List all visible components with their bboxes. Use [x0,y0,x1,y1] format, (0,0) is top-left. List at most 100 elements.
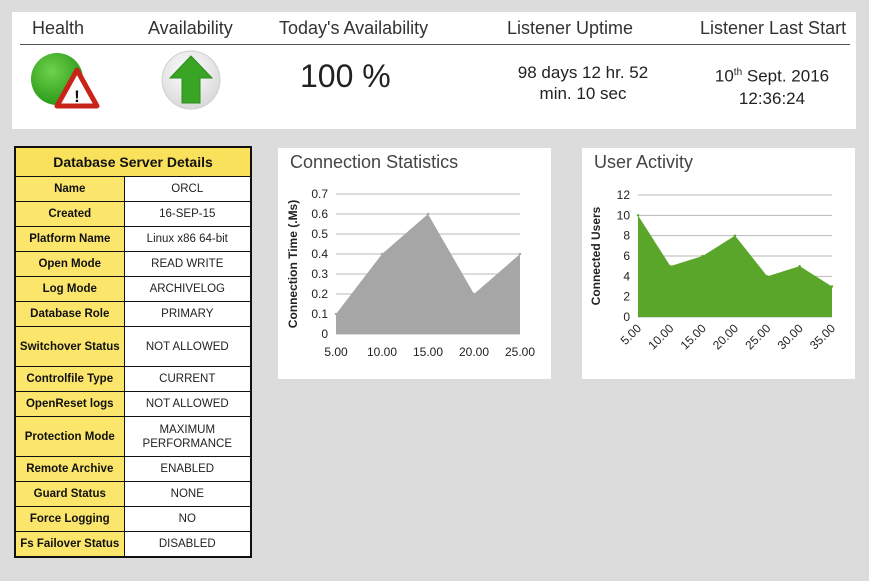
db-detail-key: Controlfile Type [14,366,125,392]
table-row: Guard Status NONE [14,481,252,507]
data-point [636,214,640,217]
data-point [669,264,672,268]
db-detail-key: Name [14,176,125,202]
db-detail-key: Protection Mode [14,416,125,457]
table-row: Created 16-SEP-15 [14,201,252,227]
db-detail-value: Linux x86 64-bit [123,226,252,252]
x-tick-label: 20.00 [710,321,741,352]
db-detail-value: MAXIMUM PERFORMANCE [123,416,252,457]
data-point [472,292,476,296]
table-row: Protection Mode MAXIMUM PERFORMANCE [14,416,252,457]
x-tick-label: 25.00 [742,321,773,352]
listener-last-start-label: Listener Last Start [700,18,847,38]
y-tick-label: 0 [321,327,328,341]
x-tick-label: 5.00 [324,345,348,359]
data-point [733,234,737,237]
y-tick-label: 12 [617,188,631,202]
x-tick-label: 30.00 [775,321,806,352]
x-tick-label: 10.00 [367,345,397,359]
user-activity-title: User Activity [594,152,694,172]
table-row: Remote Archive ENABLED [14,456,252,482]
db-detail-key: Remote Archive [14,456,125,482]
availability-up-arrow-icon [161,50,221,110]
x-tick-label: 25.00 [505,345,535,359]
y-tick-label: 0.7 [311,187,328,201]
y-tick-label: 10 [617,208,631,222]
table-row: Log Mode ARCHIVELOG [14,276,252,302]
listener-uptime-value: 98 days 12 hr. 52 min. 10 sec [488,62,678,104]
y-tick-label: 0.3 [311,267,328,281]
db-detail-value: ENABLED [123,456,252,482]
y-tick-label: 2 [623,290,630,304]
table-row: Database Role PRIMARY [14,301,252,327]
status-bar: Health Availability Today's Availability… [12,12,856,129]
db-detail-key: Fs Failover Status [14,531,125,557]
db-detail-value: NOT ALLOWED [123,391,252,417]
last-start-suffix: th [733,67,743,78]
user-activity-panel: User Activity 0 2 4 6 8 10 12 5.00 10.00 15.00 20.… [582,148,855,379]
svg-text:!: ! [74,87,80,106]
y-tick-label: 0.4 [311,247,328,261]
uptime-line-1: 98 days 12 hr. 52 [517,63,649,82]
db-detail-value: NO [123,506,252,532]
table-row: Platform Name Linux x86 64-bit [14,226,252,252]
db-detail-key: Created [14,201,125,227]
db-detail-key: Guard Status [14,481,125,507]
table-row: Controlfile Type CURRENT [14,366,252,392]
x-tick-label: 35.00 [807,321,838,352]
db-detail-key: Force Logging [14,506,125,532]
y-tick-label: 0.6 [311,207,328,221]
last-start-rest: Sept. 2016 [742,66,830,86]
data-point [830,285,834,288]
table-row: Open Mode READ WRITE [14,251,252,277]
db-detail-key: OpenReset logs [14,391,125,417]
data-point [334,312,338,316]
x-tick-label: 20.00 [459,345,489,359]
db-detail-value: ORCL [123,176,252,202]
x-tick-label: 15.00 [678,321,709,352]
connection-statistics-title: Connection Statistics [290,152,459,172]
db-detail-key: Log Mode [14,276,125,302]
data-point [380,252,384,256]
x-tick-label: 15.00 [413,345,443,359]
db-detail-value: NOT ALLOWED [123,326,252,367]
table-row: Force Logging NO [14,506,252,532]
data-point [766,275,769,278]
availability-label: Availability [148,18,233,38]
y-tick-label: 6 [623,249,630,263]
user-activity-chart: 0 2 4 6 8 10 12 5.00 10.00 15.00 20.00 25.00 30.00 35… [589,188,838,352]
area-series [638,215,832,317]
y-tick-label: 4 [623,269,630,283]
table-row: Name ORCL [14,176,252,202]
area-series [336,214,520,334]
last-start-day: 10 [714,66,734,86]
db-details-title: Database Server Details [14,146,252,177]
y-tick-label: 0 [623,310,630,324]
data-point [798,264,801,268]
uptime-line-2: min. 10 sec [539,84,627,103]
db-detail-value: READ WRITE [123,251,252,277]
y-tick-label: 0.2 [311,287,328,301]
db-detail-value: DISABLED [123,531,252,557]
table-row: Switchover Status NOT ALLOWED [14,326,252,367]
db-detail-key: Database Role [14,301,125,327]
db-detail-value: NONE [123,481,252,507]
listener-last-start-value: 10th Sept. 2016 12:36:24 [692,62,852,110]
connection-statistics-chart: 0 0.1 0.2 0.3 0.4 0.5 0.6 0.7 5.00 10.00 15.00 20.0… [286,187,535,359]
y-tick-label: 0.5 [311,227,328,241]
connection-statistics-panel: Connection Statistics 0 0.1 0.2 0.3 0.4 0.5 0.… [278,148,551,379]
listener-uptime-label: Listener Uptime [507,18,634,38]
database-server-details-table: Database Server Details Name ORCL Created 1… [14,146,252,558]
health-warning-icon: ! [31,53,100,109]
last-start-time: 12:36:24 [738,88,806,108]
y-axis-label: Connected Users [589,206,603,305]
health-label: Health [32,18,85,38]
y-tick-label: 8 [623,229,630,243]
table-row: OpenReset logs NOT ALLOWED [14,391,252,417]
db-detail-key: Open Mode [14,251,125,277]
db-detail-value: CURRENT [123,366,252,392]
y-axis-label: Connection Time (.Ms) [286,200,300,328]
db-detail-value: 16-SEP-15 [123,201,252,227]
x-tick-label: 10.00 [645,321,676,352]
x-tick-label: 5.00 [618,321,645,348]
